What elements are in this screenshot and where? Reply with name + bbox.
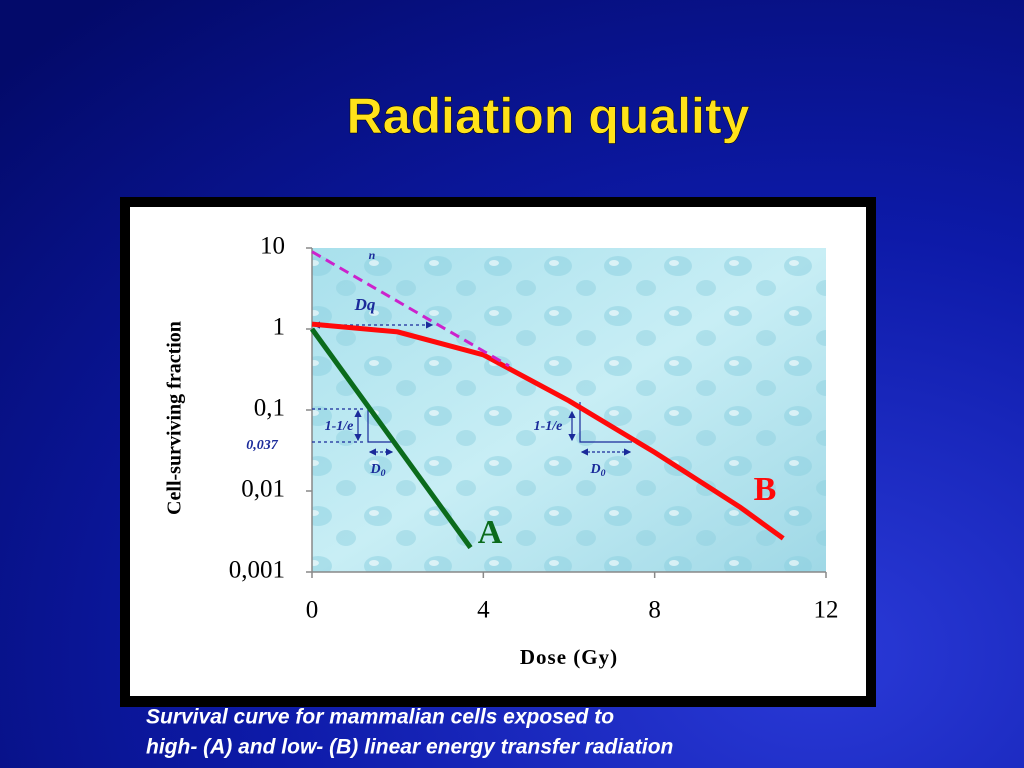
y-tick-label: 0,001 [229,557,285,584]
annotation: D0 [589,462,605,479]
x-tick-label: 12 [814,597,839,624]
annotation-sub: 0 [381,468,386,479]
series-line [311,250,510,368]
helpers [312,321,632,456]
annotation: Dq [354,295,376,314]
y-tick-label: 10 [260,233,285,260]
annotation-main: D [589,462,600,477]
series-label: A [478,514,503,551]
annotation: 0,037 [246,438,279,453]
x-tick-label: 0 [306,597,319,624]
series-line [311,321,785,541]
annotation: 1-1/e [534,419,563,434]
y-tick-label: 0,1 [254,395,285,422]
annotation: D0 [369,462,385,479]
annotation: n [369,248,376,262]
x-axis-label: Dose (Gy) [520,645,618,669]
annotation: 1-1/e [325,419,354,434]
x-tick-label: 4 [477,597,490,624]
helper-step [367,409,392,443]
helper-step [579,402,632,443]
x-tick-label: 8 [648,597,661,624]
y-axis-label: Cell-surviving fraction [164,321,186,515]
y-tick-label: 0,01 [241,476,285,503]
annotation-sub: 0 [601,468,606,479]
series-line [309,327,473,550]
caption-line: Survival curve for mammalian cells expos… [146,706,614,729]
annotation-main: D [369,462,380,477]
caption-line: high- (A) and low- (B) linear energy tra… [146,736,673,759]
slide-title: Radiation quality [347,88,750,144]
series-label: B [754,471,777,508]
y-tick-label: 1 [273,314,286,341]
